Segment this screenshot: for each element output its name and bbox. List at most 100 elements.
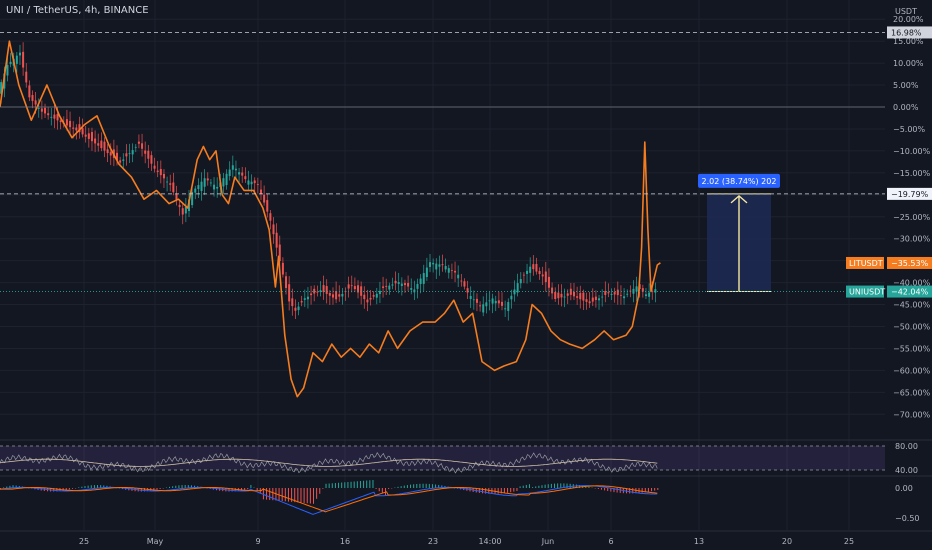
- macd-histogram-bar: [241, 488, 243, 491]
- candle-body: [429, 262, 432, 267]
- time-tick-label: 23: [428, 537, 438, 546]
- candle-body: [594, 296, 597, 300]
- candle-body: [97, 143, 100, 146]
- macd-histogram-bar: [181, 485, 183, 488]
- macd-histogram-bar: [319, 488, 321, 494]
- price-tick-label: 5.00%: [893, 81, 919, 90]
- candle-body: [538, 271, 541, 274]
- level-price-tag: −19.79%: [891, 190, 929, 199]
- candle-body: [94, 138, 97, 144]
- rsi-line: [0, 452, 658, 474]
- candle-body: [100, 140, 103, 149]
- candle-body: [316, 291, 319, 293]
- candle-body: [485, 302, 488, 307]
- uni-symbol-tag-bg: [846, 285, 884, 298]
- macd-histogram-bar: [190, 485, 192, 488]
- measure-tool[interactable]: 2.02 (38.74%) 202: [698, 173, 780, 293]
- macd-histogram-bar: [428, 483, 430, 488]
- macd-histogram-bar: [269, 488, 271, 500]
- macd-histogram-bar: [413, 484, 415, 488]
- currency-label: USDT: [895, 7, 917, 16]
- candle-body: [535, 263, 538, 272]
- macd-histogram-bar: [172, 486, 174, 488]
- macd-histogram-bar: [378, 488, 380, 492]
- candle-body: [541, 274, 544, 277]
- price-tick-label: 10.00%: [893, 59, 924, 68]
- candle-body: [644, 294, 647, 297]
- candle-body: [203, 178, 206, 187]
- candle-body: [28, 85, 31, 98]
- macd-histogram-bar: [338, 482, 340, 488]
- lit-series-line: [0, 40, 661, 398]
- time-tick-label: 20: [782, 537, 792, 546]
- candle-body: [432, 262, 435, 265]
- macd-histogram-bar: [366, 480, 368, 488]
- candle-body: [382, 286, 385, 288]
- macd-histogram-bar: [118, 488, 120, 489]
- candle-body: [144, 150, 147, 154]
- macd-histogram-bar: [557, 483, 559, 488]
- candle-body: [259, 189, 262, 194]
- candle-body: [256, 184, 259, 185]
- macd-histogram-bar: [262, 488, 264, 500]
- time-tick-label: 13: [694, 537, 704, 546]
- candle-body: [607, 292, 610, 294]
- candle-body: [394, 280, 397, 284]
- macd-histogram-bar: [381, 488, 383, 494]
- candle-body: [65, 119, 68, 126]
- candle-body: [410, 288, 413, 290]
- macd-histogram-bar: [194, 485, 196, 488]
- candle-body: [18, 52, 21, 56]
- macd-histogram-bar: [485, 488, 487, 494]
- candle-body: [200, 181, 203, 191]
- price-tick-label: −50.00%: [893, 323, 931, 332]
- macd-histogram-bar: [400, 486, 402, 488]
- candle-body: [75, 127, 78, 131]
- macd-histogram-bar: [153, 488, 155, 491]
- candle-body: [407, 282, 410, 287]
- candle-body: [31, 95, 34, 101]
- candle-body: [576, 296, 579, 298]
- candle-body: [341, 293, 344, 297]
- macd-histogram-bar: [212, 488, 214, 490]
- macd-histogram-bar: [350, 481, 352, 488]
- candle-body: [84, 134, 87, 137]
- macd-histogram-bar: [356, 481, 358, 488]
- macd-histogram-bar: [9, 485, 11, 488]
- macd-histogram-bar: [507, 488, 509, 493]
- candle-body: [228, 169, 231, 177]
- candle-body: [510, 295, 513, 300]
- macd-histogram-bar: [287, 488, 289, 502]
- time-tick-label: 9: [255, 537, 260, 546]
- macd-histogram-bar: [256, 488, 258, 491]
- macd-histogram-bar: [510, 488, 512, 493]
- candle-body: [275, 232, 278, 248]
- candle-body: [106, 149, 109, 154]
- candle-body: [591, 297, 594, 302]
- candle-body: [22, 51, 25, 68]
- macd-histogram-bar: [460, 488, 462, 490]
- macd-histogram-bar: [416, 484, 418, 488]
- macd-histogram-bar: [306, 488, 308, 504]
- candle-body: [59, 120, 62, 123]
- candle-body: [175, 193, 178, 200]
- candle-body: [544, 271, 547, 283]
- candle-body: [150, 155, 153, 164]
- macd-histogram-bar: [103, 485, 105, 488]
- price-tick-label: −65.00%: [893, 388, 931, 397]
- candle-body: [9, 61, 12, 65]
- candle-body: [303, 298, 306, 300]
- macd-histogram-bar: [347, 482, 349, 488]
- candle-body: [547, 276, 550, 288]
- candle-body: [585, 299, 588, 302]
- macd-histogram-bar: [175, 485, 177, 488]
- macd-histogram-bar: [359, 481, 361, 488]
- macd-histogram-bar: [422, 483, 424, 488]
- candle-body: [47, 113, 50, 116]
- macd-histogram-bar: [81, 486, 83, 488]
- macd-histogram-bar: [613, 488, 615, 493]
- candle-body: [582, 292, 585, 301]
- macd-histogram-bar: [313, 488, 314, 504]
- candle-body: [369, 297, 372, 300]
